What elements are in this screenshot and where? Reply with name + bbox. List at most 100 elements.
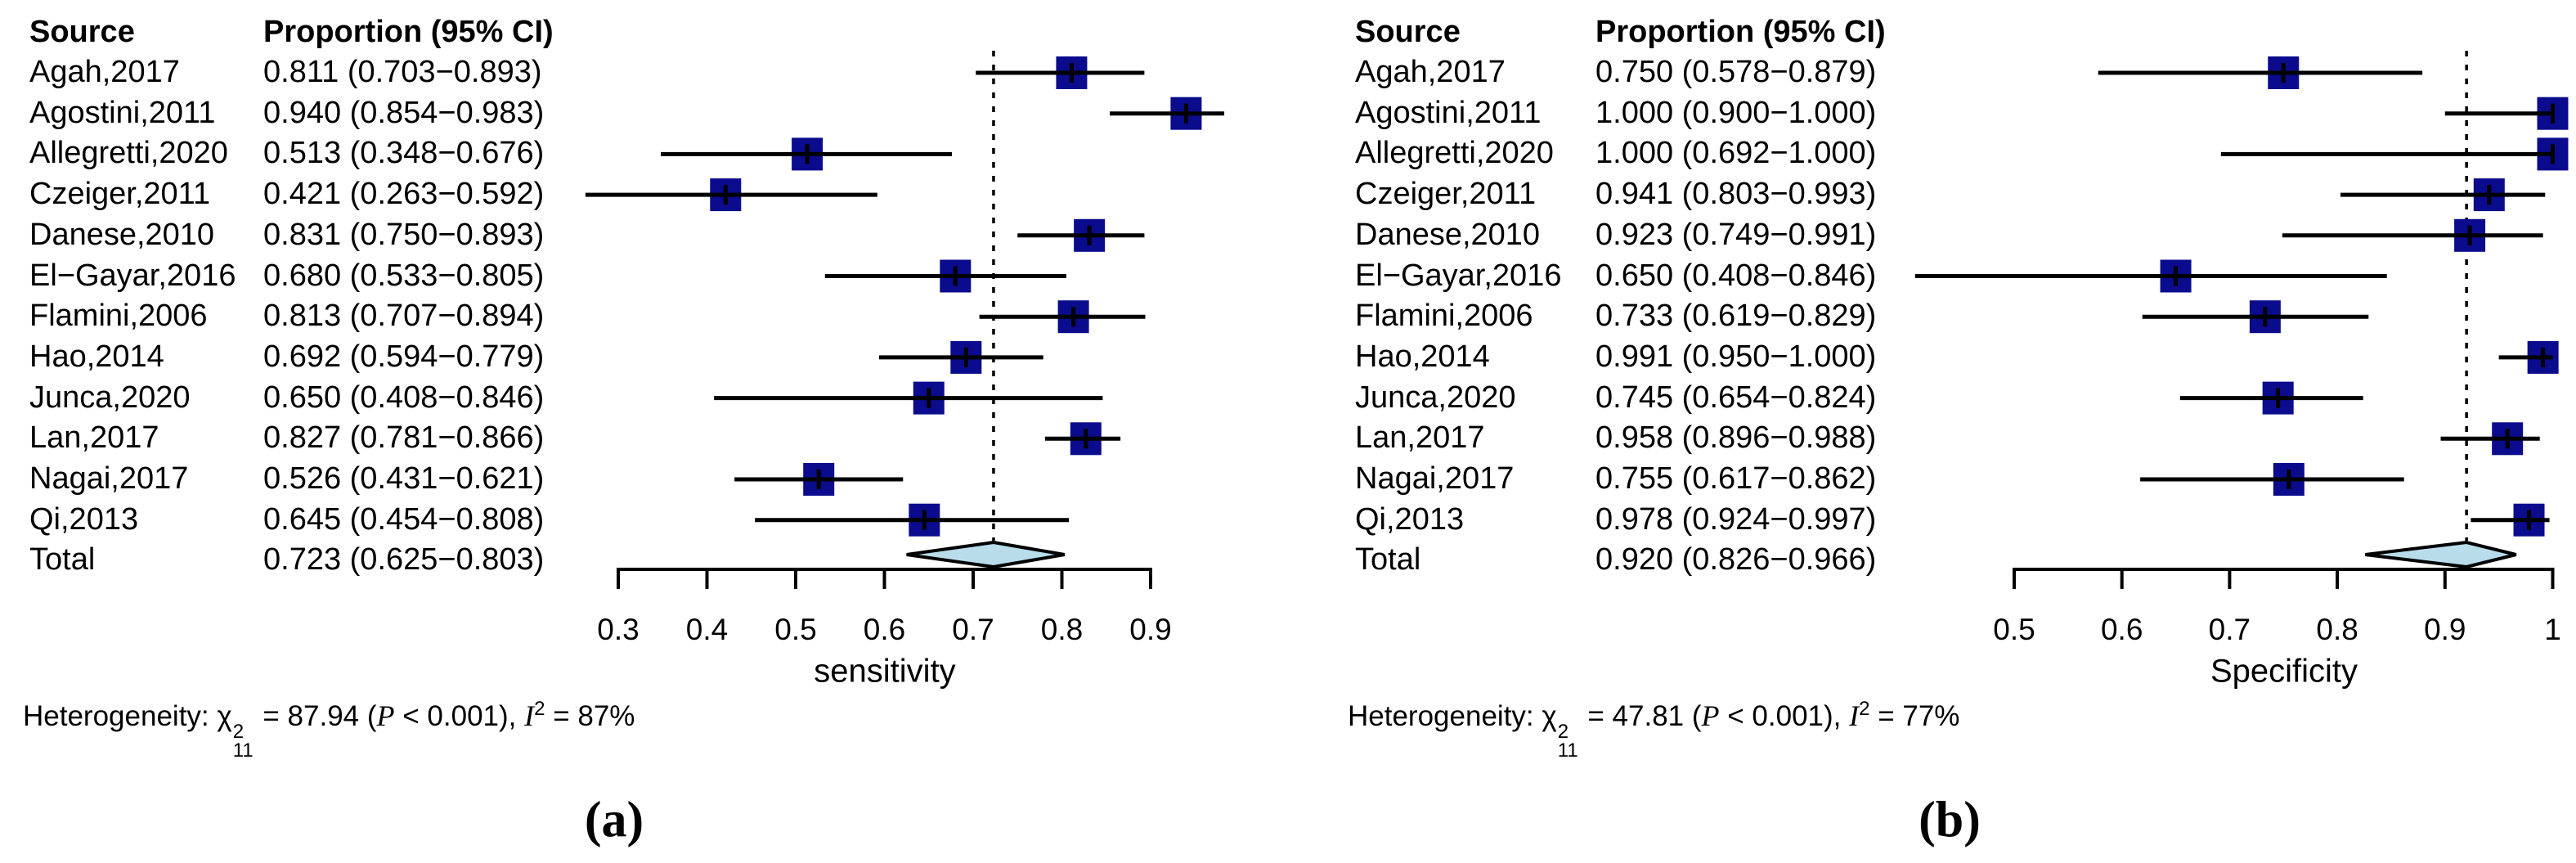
- study-source-label: Nagai,2017: [29, 461, 189, 497]
- x-axis-tick-label: 0.7: [952, 613, 994, 646]
- study-proportion-value: 0.421 (0.263−0.592): [263, 177, 545, 212]
- x-axis-tick-label: 0.9: [1129, 613, 1172, 646]
- study-source-label: Agostini,2011: [1355, 95, 1542, 130]
- study-proportion-value: 0.733 (0.619−0.829): [1595, 299, 1877, 334]
- total-proportion-value: 0.723 (0.625−0.803): [263, 542, 545, 578]
- study-proportion-value: 0.680 (0.533−0.805): [263, 258, 545, 293]
- study-proportion-value: 0.645 (0.454−0.808): [263, 501, 545, 537]
- point-estimate-tick: [2276, 388, 2281, 408]
- point-estimate-tick: [2174, 266, 2179, 286]
- study-proportion-value: 0.811 (0.703−0.893): [263, 55, 542, 90]
- study-proportion-value: 0.831 (0.750−0.893): [263, 217, 545, 252]
- point-estimate-tick: [953, 266, 958, 286]
- heterogeneity-stats: Heterogeneity: χ 2 11 = 87.94 (P < 0.001),…: [23, 698, 635, 762]
- study-proportion-value: 0.750 (0.578−0.879): [1595, 55, 1877, 90]
- study-source-label: Nagai,2017: [1355, 461, 1515, 497]
- study-source-label: Agah,2017: [29, 55, 180, 90]
- study-proportion-value: 1.000 (0.900−1.000): [1595, 95, 1877, 130]
- study-proportion-value: 0.513 (0.348−0.676): [263, 136, 545, 171]
- x-axis-tick-label: 0.8: [1040, 613, 1084, 646]
- study-proportion-value: 1.000 (0.692−1.000): [1595, 136, 1877, 171]
- point-estimate-tick: [723, 185, 728, 205]
- x-axis-tick-label: 0.3: [597, 613, 640, 646]
- point-estimate-tick: [963, 347, 968, 367]
- study-source-label: El−Gayar,2016: [1355, 258, 1562, 293]
- study-proportion-value: 0.991 (0.950−1.000): [1595, 339, 1877, 374]
- study-source-label: Lan,2017: [29, 420, 159, 456]
- column-header-source-a: Source: [29, 15, 135, 50]
- point-estimate-tick: [2281, 63, 2286, 83]
- study-proportion-value: 0.940 (0.854−0.983): [263, 95, 545, 130]
- study-proportion-value: 0.650 (0.408−0.846): [1595, 258, 1877, 293]
- x-axis-tick-label: 0.9: [2424, 613, 2466, 646]
- study-proportion-value: 0.745 (0.654−0.824): [1595, 380, 1877, 415]
- x-axis-tick-label: 0.6: [863, 613, 906, 646]
- panel-label-a: (a): [584, 792, 644, 848]
- study-source-label: El−Gayar,2016: [29, 258, 236, 293]
- study-source-label: Lan,2017: [1355, 420, 1485, 456]
- study-proportion-value: 0.692 (0.594−0.779): [263, 339, 545, 374]
- point-estimate-tick: [1071, 307, 1076, 327]
- x-axis-tick-label: 0.5: [774, 613, 817, 646]
- column-header-source-b: Source: [1355, 15, 1461, 50]
- heterogeneity-stats: Heterogeneity: χ 2 11 = 47.81 (P < 0.001),…: [1348, 698, 1960, 762]
- study-source-label: Qi,2013: [29, 501, 139, 537]
- point-estimate-tick: [2527, 510, 2532, 530]
- point-estimate-tick: [1087, 225, 1092, 245]
- study-source-label: Flamini,2006: [1355, 299, 1533, 334]
- point-estimate-tick: [927, 388, 931, 408]
- point-estimate-tick: [816, 470, 821, 489]
- point-estimate-tick: [1069, 63, 1074, 83]
- study-source-label: Allegretti,2020: [29, 136, 228, 171]
- point-estimate-tick: [922, 510, 927, 530]
- point-estimate-tick: [2287, 470, 2291, 489]
- study-source-label: Flamini,2006: [29, 299, 208, 334]
- point-estimate-tick: [2541, 347, 2546, 367]
- column-header-proportion-b: Proportion (95% CI): [1595, 15, 1886, 50]
- study-proportion-value: 0.958 (0.896−0.988): [1595, 420, 1877, 456]
- study-source-label: Hao,2014: [29, 339, 164, 374]
- point-estimate-tick: [1084, 429, 1088, 449]
- x-axis-tick-label: 0.6: [2100, 613, 2143, 646]
- study-source-label: Danese,2010: [1355, 217, 1541, 252]
- x-axis-tick-label: 0.7: [2208, 613, 2251, 646]
- x-axis-title-specificity: Specificity: [2210, 653, 2358, 690]
- x-axis-tick-label: 1: [2544, 613, 2561, 646]
- study-proportion-value: 0.978 (0.924−0.997): [1595, 501, 1877, 537]
- point-estimate-tick: [2467, 225, 2472, 245]
- study-source-label: Czeiger,2011: [29, 177, 211, 212]
- chi-square-sub-sup: 2 11: [1557, 721, 1578, 762]
- summary-diamond: [906, 540, 1066, 569]
- point-estimate-tick: [2551, 103, 2555, 124]
- point-estimate-tick: [2487, 185, 2492, 205]
- study-source-label: Allegretti,2020: [1355, 136, 1554, 171]
- x-axis-tick-label: 0.8: [2316, 613, 2358, 646]
- study-proportion-value: 0.526 (0.431−0.621): [263, 461, 545, 497]
- study-source-label: Junca,2020: [29, 380, 191, 415]
- study-source-label: Agostini,2011: [29, 95, 216, 130]
- point-estimate-tick: [2505, 429, 2510, 449]
- study-source-label: Junca,2020: [1355, 380, 1516, 415]
- point-estimate-tick: [805, 144, 810, 164]
- study-proportion-value: 0.941 (0.803−0.993): [1595, 177, 1877, 212]
- study-source-label: Czeiger,2011: [1355, 177, 1537, 212]
- summary-diamond: [2365, 540, 2517, 569]
- point-estimate-tick: [2263, 307, 2268, 327]
- total-source-label: Total: [1355, 542, 1421, 578]
- total-source-label: Total: [29, 542, 96, 578]
- total-proportion-value: 0.920 (0.826−0.966): [1595, 542, 1877, 578]
- study-source-label: Qi,2013: [1355, 501, 1465, 537]
- x-axis-title-sensitivity: sensitivity: [814, 653, 956, 690]
- study-source-label: Agah,2017: [1355, 55, 1506, 90]
- study-proportion-value: 0.813 (0.707−0.894): [263, 299, 545, 334]
- study-proportion-value: 0.755 (0.617−0.862): [1595, 461, 1877, 497]
- column-header-proportion-a: Proportion (95% CI): [263, 15, 554, 50]
- study-source-label: Hao,2014: [1355, 339, 1490, 374]
- point-estimate-tick: [2551, 144, 2555, 164]
- point-estimate-tick: [1183, 103, 1188, 124]
- x-axis-tick-label: 0.4: [685, 613, 729, 646]
- study-proportion-value: 0.923 (0.749−0.991): [1595, 217, 1877, 252]
- panel-label-b: (b): [1919, 792, 1981, 848]
